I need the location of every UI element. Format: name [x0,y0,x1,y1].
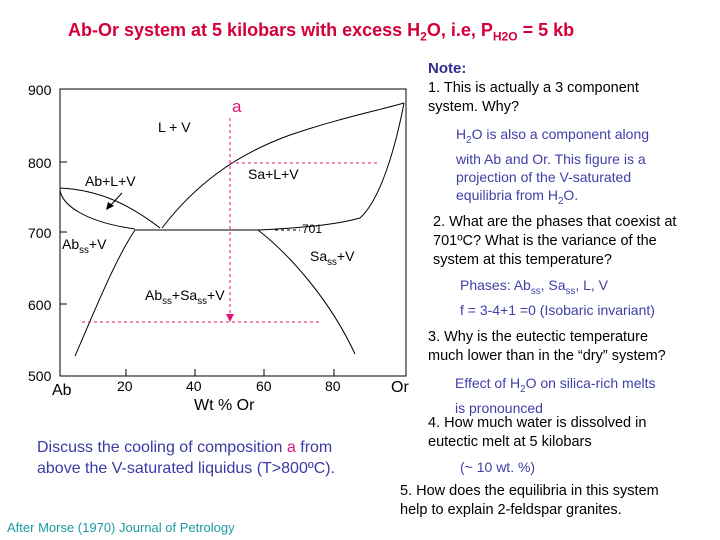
y-tick-700: 700 [28,225,52,241]
upper-liquidus [257,102,405,231]
source-credit: After Morse (1970) Journal of Petrology [7,520,235,535]
eutectic-label: 701 [302,222,323,236]
field-sa-ss-v: Sass+V [310,248,355,268]
note-heading: Note: [428,60,467,77]
question-5: 5. How does the equilibria in this syste… [400,483,659,518]
question-4: 4. How much water is dissolved in eutecti… [428,415,647,450]
field-sa-l-v: Sa+L+V [248,166,299,182]
x-tick-80: 80 [325,378,341,394]
solvus-ab [74,229,136,357]
field-l-v: L + V [158,119,191,135]
ab-solidus [59,189,136,230]
answer-4: (~ 10 wt. %) [460,459,536,475]
question-2: 2. What are the phases that coexist at 70… [433,214,677,268]
slide-title: Ab-Or system at 5 kilobars with excess H… [68,20,575,44]
x-tick-40: 40 [186,378,202,394]
x-tick-60: 60 [256,378,272,394]
y-tick-600: 600 [28,297,52,313]
question-1: 1. This is actually a 3 component system.… [428,80,639,115]
phase-diagram [59,88,407,377]
liquidus-ab-side [59,187,161,229]
arrowhead [226,314,234,322]
answer-1: H2O is also a component along with Ab an… [456,126,650,207]
y-tick-800: 800 [28,155,52,171]
field-two-feldspar: Abss+Sass+V [145,287,225,307]
x-axis-label: Wt % Or [194,397,255,414]
question-3: 3. Why is the eutectic temperature much l… [428,329,666,364]
x-tick-20: 20 [117,378,133,394]
plot-frame [59,88,407,377]
answer-3: Effect of H2O on silica-rich melts is pr… [455,375,656,416]
y-tick-900: 900 [28,82,52,98]
composition-a-label: a [232,97,242,116]
y-tick-500: 500 [28,368,52,384]
x-end-or: Or [391,379,409,396]
discussion-prompt: Discuss the cooling of composition a fro… [37,439,336,477]
answer-2: Phases: Abss, Sass, L, V f = 3-4+1 =0 (I… [460,277,655,318]
field-ab-ss-v: Abss+V [62,236,107,256]
solvus-or [257,229,356,355]
liquidus-or-side [161,102,405,229]
x-end-ab: Ab [52,382,72,399]
field-ab-l-v: Ab+L+V [85,173,136,189]
